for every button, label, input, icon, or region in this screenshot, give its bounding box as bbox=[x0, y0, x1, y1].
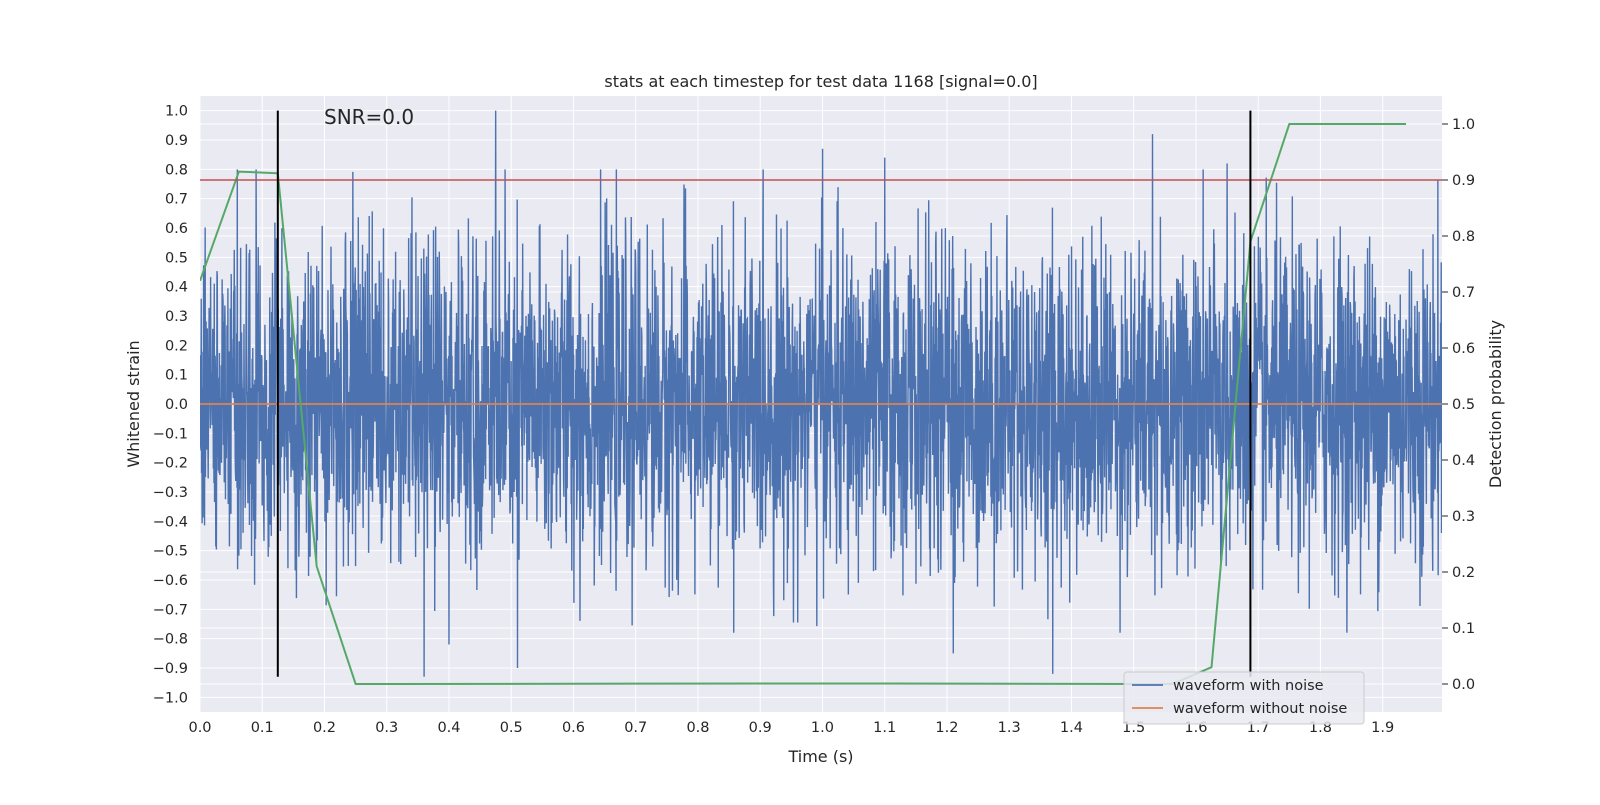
y-left-tick-label: 0.7 bbox=[165, 192, 188, 208]
x-tick-label: 0.4 bbox=[437, 720, 460, 736]
y-right-tick-label: 0.0 bbox=[1452, 677, 1475, 693]
y-left-tick-label: 0.1 bbox=[165, 368, 188, 384]
x-tick-label: 1.9 bbox=[1371, 720, 1394, 736]
y-left-tick-label: −0.6 bbox=[153, 573, 188, 589]
x-tick-label: 1.0 bbox=[811, 720, 834, 736]
y-right-tick-label: 0.9 bbox=[1452, 173, 1475, 189]
y-left-tick-label: −0.3 bbox=[153, 485, 188, 501]
y-right-tick-label: 0.5 bbox=[1452, 397, 1475, 413]
y-left-tick-label: 1.0 bbox=[165, 104, 188, 120]
y-right-tick-label: 0.2 bbox=[1452, 565, 1475, 581]
y-left-tick-label: −0.9 bbox=[153, 661, 188, 677]
x-tick-label: 0.8 bbox=[686, 720, 709, 736]
y-left-tick-label: −0.8 bbox=[153, 632, 188, 648]
y-left-tick-label: 0.8 bbox=[165, 162, 188, 178]
y-left-tick-label: −0.5 bbox=[153, 544, 188, 560]
x-tick-label: 1.1 bbox=[873, 720, 896, 736]
legend-label-clean: waveform without noise bbox=[1173, 701, 1347, 717]
y-left-tick-label: 0.3 bbox=[165, 309, 188, 325]
y-left-tick-label: 0.6 bbox=[165, 221, 188, 237]
x-tick-label: 1.2 bbox=[935, 720, 958, 736]
y-right-tick-label: 0.4 bbox=[1452, 453, 1475, 469]
y-axis-label-right: Detection probability bbox=[1486, 320, 1505, 488]
x-tick-label: 0.0 bbox=[188, 720, 211, 736]
y-left-tick-label: 0.2 bbox=[165, 338, 188, 354]
y-left-tick-label: −1.0 bbox=[153, 690, 188, 706]
x-tick-label: 0.5 bbox=[500, 720, 523, 736]
chart-title: stats at each timestep for test data 116… bbox=[604, 72, 1037, 91]
legend-label-noise: waveform with noise bbox=[1173, 678, 1324, 694]
y-left-tick-label: 0.4 bbox=[165, 280, 188, 296]
y-left-tick-label: −0.1 bbox=[153, 426, 188, 442]
y-right-tick-label: 0.1 bbox=[1452, 621, 1475, 637]
x-tick-label: 0.2 bbox=[313, 720, 336, 736]
y-left-tick-label: −0.4 bbox=[153, 514, 188, 530]
x-tick-label: 0.6 bbox=[562, 720, 585, 736]
y-right-tick-label: 0.7 bbox=[1452, 285, 1475, 301]
x-tick-label: 0.3 bbox=[375, 720, 398, 736]
y-right-tick-label: 0.6 bbox=[1452, 341, 1475, 357]
x-tick-label: 0.7 bbox=[624, 720, 647, 736]
y-right-tick-label: 0.8 bbox=[1452, 229, 1475, 245]
y-right-tick-labels: 1.0 0.9 0.8 0.7 0.6 0.5 0.4 0.3 0.2 0.1 0.0 bbox=[1442, 117, 1475, 693]
legend: waveform with noise waveform without noi… bbox=[1124, 672, 1364, 724]
y-left-tick-label: 0.9 bbox=[165, 133, 188, 149]
x-axis-label: Time (s) bbox=[787, 747, 853, 766]
y-left-tick-label: −0.2 bbox=[153, 456, 188, 472]
x-tick-label: 0.9 bbox=[749, 720, 772, 736]
y-right-tick-label: 1.0 bbox=[1452, 117, 1475, 133]
x-tick-label: 1.3 bbox=[998, 720, 1021, 736]
y-left-tick-labels: 1.0 0.9 0.8 0.7 0.6 0.5 0.4 0.3 0.2 0.1 0.0 −0.1 −0.… bbox=[153, 104, 188, 707]
y-left-tick-label: 0.5 bbox=[165, 250, 188, 266]
snr-annotation: SNR=0.0 bbox=[324, 105, 414, 129]
x-tick-label: 1.4 bbox=[1060, 720, 1083, 736]
y-right-tick-label: 0.3 bbox=[1452, 509, 1475, 525]
y-axis-label-left: Whitened strain bbox=[124, 340, 143, 467]
y-left-tick-label: −0.7 bbox=[153, 602, 188, 618]
x-tick-label: 0.1 bbox=[251, 720, 274, 736]
y-left-tick-label: 0.0 bbox=[165, 397, 188, 413]
